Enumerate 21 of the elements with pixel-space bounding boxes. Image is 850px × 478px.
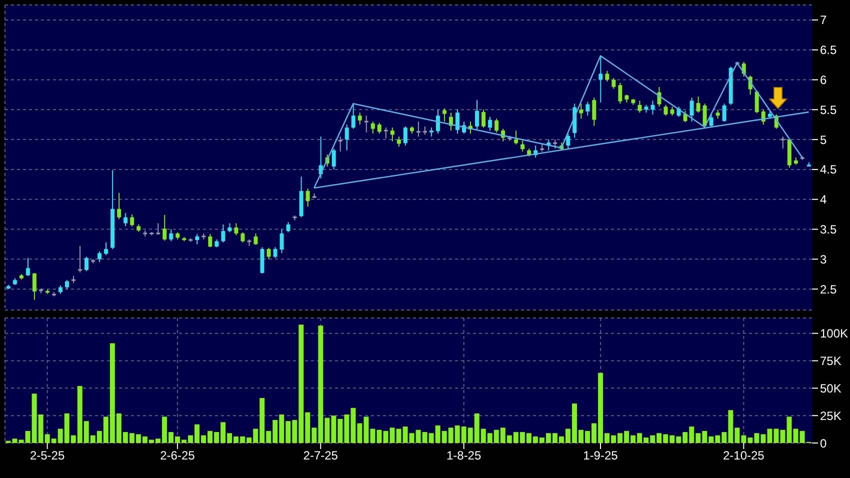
x-tick-label: 2-6-25 xyxy=(160,448,196,463)
y-tick-label: 3 xyxy=(820,252,827,266)
y-tick-label: 50K xyxy=(820,381,842,396)
y-tick-label: 6 xyxy=(820,73,827,88)
y-tick-label: 2.5 xyxy=(820,282,838,296)
y-tick-label: 3.5 xyxy=(820,222,838,237)
y-tick-label: 75K xyxy=(820,354,842,368)
y-tick-label: 25K xyxy=(820,408,842,423)
y-tick-label: 5.5 xyxy=(820,102,838,117)
x-tick-label: 2-10-25 xyxy=(722,448,765,463)
y-tick-label: 6.5 xyxy=(820,43,838,58)
y-tick-label: 0 xyxy=(820,436,827,450)
y-tick-label: 5 xyxy=(820,132,827,147)
y-tick-label: 4 xyxy=(820,192,827,207)
x-tick-label: 1-8-25 xyxy=(446,448,482,463)
x-tick-label: 1-9-25 xyxy=(583,448,618,463)
x-tick-label: 2-5-25 xyxy=(30,448,65,463)
x-tick-label: 2-7-25 xyxy=(303,448,338,463)
y-tick-label: 100K xyxy=(820,326,848,341)
y-tick-label: 4.5 xyxy=(820,162,838,177)
y-tick-label: 7 xyxy=(820,13,827,28)
